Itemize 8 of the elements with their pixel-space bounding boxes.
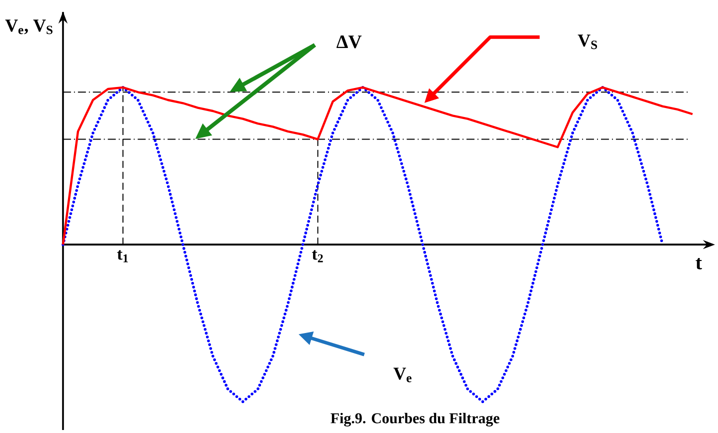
text: ΔV <box>336 35 362 48</box>
text: Fig.9. Courbes du Filtrage <box>330 412 500 426</box>
text: V$_{e}$ <box>393 368 412 382</box>
x-tick-label: t$_{1}$ <box>117 250 128 262</box>
y-axis-title: V$_{e}$, V$_{S}$ <box>5 20 52 34</box>
text: V$_{S}$ <box>578 34 598 50</box>
x-tick-label: t$_{2}$ <box>312 250 323 262</box>
x-axis-title: t <box>696 258 702 270</box>
